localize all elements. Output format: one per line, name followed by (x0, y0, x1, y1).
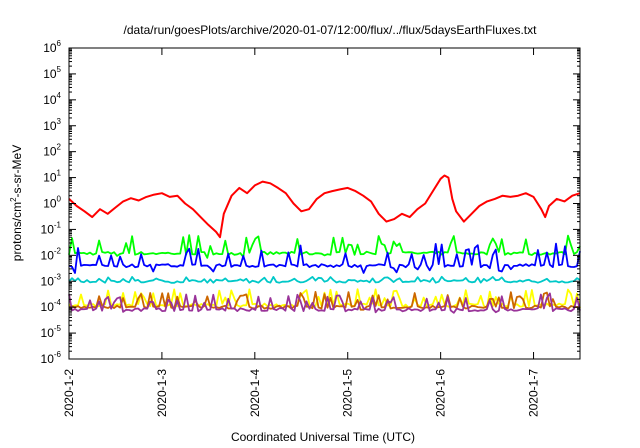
y-tick-label: 100 (43, 195, 61, 211)
series-line (68, 292, 581, 314)
x-tick-label: 2020-1-2 (62, 369, 76, 417)
y-axis: 10-6 10-5 10-4 10-3 10-2 10-1 100 101 102 103 104 1… (41, 39, 580, 366)
x-axis-label: Coordinated Universal Time (UTC) (231, 430, 415, 444)
x-tick-label: 2020-1-4 (248, 369, 262, 417)
y-tick-label: 101 (43, 169, 61, 185)
y-tick-label: 10-5 (41, 324, 62, 340)
y-tick-label: 103 (43, 117, 61, 133)
y-tick-label: 10-2 (41, 246, 62, 262)
x-tick-label: 2020-1-7 (527, 369, 541, 417)
series-line (68, 288, 581, 309)
y-tick-label: 10-4 (41, 298, 62, 314)
series-line (68, 234, 581, 259)
chart-title: /data/run/goesPlots/archive/2020-01-07/1… (124, 23, 538, 37)
x-tick-label: 2020-1-6 (434, 369, 448, 417)
y-tick-label: 105 (43, 65, 61, 81)
y-tick-label: 104 (43, 91, 61, 107)
y-axis-label: protons/cm2-s-sr-MeV (9, 145, 24, 261)
x-tick-label: 2020-1-3 (155, 369, 169, 417)
plot-series (68, 174, 581, 314)
x-tick-label: 2020-1-5 (341, 369, 355, 417)
y-tick-label: 10-1 (41, 220, 62, 236)
y-tick-label: 102 (43, 143, 61, 159)
series-line (68, 242, 581, 274)
y-tick-label: 106 (43, 39, 61, 55)
plot-frame (68, 47, 581, 360)
y-tick-label: 10-3 (41, 272, 62, 288)
series-line (68, 275, 581, 284)
series-line (68, 174, 581, 239)
y-tick-label: 10-6 (41, 350, 62, 366)
x-axis: 2020-1-2 2020-1-3 2020-1-4 2020-1-5 2020-1-6… (62, 48, 541, 417)
